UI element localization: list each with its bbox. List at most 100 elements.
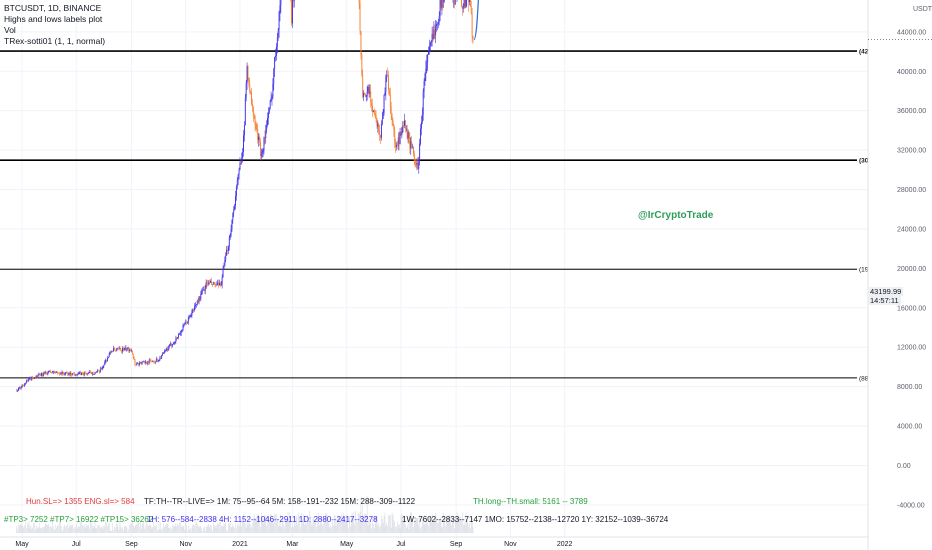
candle-body bbox=[82, 372, 83, 374]
candle-body bbox=[25, 382, 27, 384]
volume-bar bbox=[469, 523, 470, 533]
volume-bar bbox=[105, 521, 106, 533]
y-tick-label: 32000.00 bbox=[897, 148, 926, 155]
volume-bar bbox=[278, 521, 280, 533]
candle-body bbox=[188, 316, 190, 318]
indicator-highs-lows[interactable]: Highs and lows labels plot bbox=[4, 14, 103, 24]
volume-bar bbox=[114, 526, 115, 533]
candle-body bbox=[469, 0, 470, 3]
candle-body bbox=[34, 377, 35, 379]
candle-body bbox=[375, 114, 377, 119]
candle-body bbox=[404, 120, 406, 129]
volume-bar bbox=[349, 515, 350, 533]
projection-path[interactable] bbox=[473, 0, 550, 41]
candle-body bbox=[34, 377, 36, 378]
volume-bar bbox=[107, 523, 109, 533]
volume-bar bbox=[464, 524, 466, 533]
candle-body bbox=[292, 0, 294, 2]
volume-bar bbox=[470, 528, 471, 533]
volume-bar bbox=[238, 526, 240, 533]
volume-bar bbox=[275, 514, 276, 533]
price-axis[interactable]: -4000.00 0.00 4000.00 8000.00 12000.00 16000.… bbox=[867, 0, 932, 550]
volume-bar bbox=[154, 525, 155, 533]
projection-curve[interactable] bbox=[473, 0, 551, 41]
volume-bar bbox=[399, 528, 401, 533]
volume-bar bbox=[269, 520, 270, 533]
candle-body bbox=[252, 106, 254, 116]
candle-body bbox=[470, 6, 472, 14]
volume-bar bbox=[26, 528, 27, 533]
volume-bar bbox=[50, 526, 51, 533]
candle-body bbox=[185, 322, 187, 324]
time-axis[interactable]: May Jul Sep Nov 2021 Mar May Jul Sep Nov 2022 bbox=[0, 536, 868, 548]
y-tick-label: 44000.00 bbox=[897, 29, 926, 36]
candle-body bbox=[438, 15, 440, 22]
candle-body bbox=[257, 129, 259, 141]
candle-body bbox=[392, 120, 394, 126]
volume-bar bbox=[70, 526, 72, 533]
volume-bar bbox=[75, 523, 77, 533]
volume-bar bbox=[455, 515, 457, 533]
volume-bar bbox=[346, 514, 348, 533]
candle-body bbox=[370, 91, 372, 104]
volume-bar bbox=[207, 525, 209, 533]
volume-bar bbox=[437, 523, 438, 533]
volume-bar bbox=[268, 517, 269, 533]
volume-bar bbox=[198, 527, 200, 533]
volume-bar bbox=[341, 520, 343, 533]
candle-body bbox=[58, 373, 60, 375]
volume-bar bbox=[372, 517, 373, 533]
volume-bar bbox=[436, 517, 437, 533]
candle-body bbox=[117, 348, 119, 349]
candle-body bbox=[248, 80, 250, 84]
price-levels[interactable]: (86082.99)(75064.00)(64035.07)(53026.08)… bbox=[0, 0, 890, 382]
volume-bar bbox=[76, 528, 78, 533]
volume-bar bbox=[97, 524, 98, 533]
volume-bar bbox=[182, 525, 184, 533]
volume-bar bbox=[33, 523, 34, 533]
volume-bar bbox=[293, 519, 295, 533]
volume-bar bbox=[450, 514, 452, 533]
candle-body bbox=[156, 358, 158, 362]
candle-body bbox=[212, 282, 214, 285]
volume-bar bbox=[470, 517, 472, 533]
volume-bar bbox=[23, 527, 25, 533]
candle-body bbox=[270, 98, 272, 101]
volume-bar bbox=[63, 526, 65, 533]
volume-bar bbox=[129, 524, 130, 533]
candle-body bbox=[203, 289, 205, 291]
candle-body bbox=[256, 128, 258, 130]
volume-bar bbox=[157, 529, 159, 533]
volume-bar bbox=[221, 525, 223, 533]
candle-body bbox=[50, 370, 51, 373]
volume-bar bbox=[297, 524, 299, 533]
volume-bar bbox=[75, 526, 76, 533]
x-tick-label: May bbox=[340, 541, 354, 548]
candle-body bbox=[76, 374, 78, 376]
symbol-title[interactable]: BTCUSDT, 1D, BINANCE bbox=[4, 3, 102, 13]
candle-body bbox=[64, 374, 66, 375]
volume-bar bbox=[337, 519, 339, 533]
volume-bar bbox=[422, 519, 424, 533]
volume-bar bbox=[267, 516, 268, 533]
volume-bar bbox=[211, 525, 212, 533]
volume-bar bbox=[201, 528, 202, 533]
volume-bar bbox=[331, 526, 332, 533]
candle-body bbox=[98, 370, 100, 373]
candle-body bbox=[111, 351, 113, 352]
indicator-volume[interactable]: Vol bbox=[4, 25, 16, 35]
indicator-trex[interactable]: TRex-sotti01 (1, 1, normal) bbox=[4, 36, 106, 46]
x-tick-label: Nov bbox=[179, 541, 192, 548]
volume-bar bbox=[67, 528, 69, 533]
volume-bar bbox=[239, 524, 241, 533]
volume-bar bbox=[243, 513, 244, 533]
y-tick-label: 12000.00 bbox=[897, 345, 926, 352]
candle-body bbox=[39, 374, 41, 375]
volume-bar bbox=[227, 530, 228, 533]
volume-bar bbox=[387, 525, 388, 533]
x-tick-label: 2022 bbox=[557, 541, 573, 548]
candle-body bbox=[362, 75, 364, 97]
candle-body bbox=[41, 373, 43, 376]
candle-body bbox=[29, 377, 31, 379]
